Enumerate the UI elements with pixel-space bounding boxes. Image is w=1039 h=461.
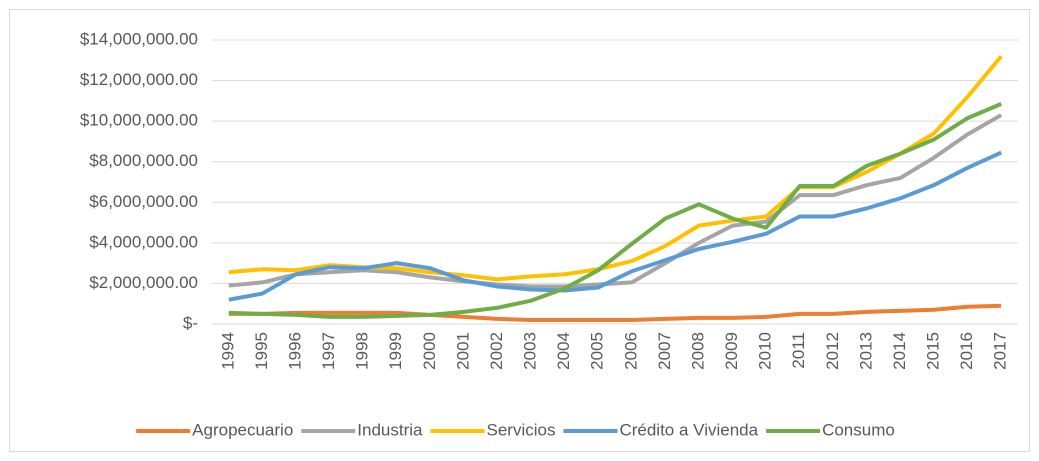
series-line — [228, 150, 1003, 302]
x-tick-label: 2010 — [756, 332, 775, 370]
x-tick-label: 2015 — [924, 332, 943, 370]
legend-label: Servicios — [486, 420, 555, 439]
x-tick-label: 1997 — [319, 332, 338, 370]
x-tick-label: 2013 — [856, 332, 875, 370]
y-tick-label: $8,000,000.00 — [89, 151, 198, 170]
y-tick-label: $4,000,000.00 — [89, 232, 198, 251]
x-tick-label: 2008 — [688, 332, 707, 370]
x-tick-label: 1999 — [386, 332, 405, 370]
x-tick-label: 2006 — [621, 332, 640, 370]
x-tick-label: 1994 — [218, 332, 237, 370]
series-line — [228, 303, 1002, 322]
series-line — [228, 102, 1002, 319]
x-tick-label: 2017 — [991, 332, 1010, 370]
x-tick-label: 2011 — [789, 332, 808, 369]
x-tick-label: 2016 — [957, 332, 976, 370]
y-tick-label: $2,000,000.00 — [89, 273, 198, 292]
x-tick-label: 1998 — [353, 332, 372, 370]
x-tick-label: 2004 — [554, 332, 573, 370]
x-tick-label: 1996 — [285, 332, 304, 370]
y-tick-label: $12,000,000.00 — [80, 70, 198, 89]
x-tick-label: 2003 — [521, 332, 540, 370]
chart-frame — [9, 9, 1030, 452]
x-tick-label: 2007 — [655, 332, 674, 370]
x-tick-label: 2012 — [823, 332, 842, 370]
x-tick-label: 2000 — [420, 332, 439, 370]
y-tick-label: $- — [183, 313, 198, 332]
x-tick-label: 2009 — [722, 332, 741, 370]
legend-label: Agropecuario — [192, 420, 293, 439]
series-line — [228, 113, 1003, 289]
legend-label: Consumo — [822, 420, 895, 439]
legend-label: Crédito a Vivienda — [619, 420, 758, 439]
x-tick-label: 2001 — [453, 332, 472, 370]
x-tick-label: 1995 — [252, 332, 271, 370]
legend-label: Industria — [357, 420, 423, 439]
x-tick-label: 2005 — [588, 332, 607, 370]
x-tick-label: 2014 — [890, 332, 909, 370]
y-tick-label: $6,000,000.00 — [89, 192, 198, 211]
y-tick-label: $10,000,000.00 — [80, 111, 198, 130]
y-tick-label: $14,000,000.00 — [80, 29, 198, 48]
x-tick-label: 2002 — [487, 332, 506, 370]
